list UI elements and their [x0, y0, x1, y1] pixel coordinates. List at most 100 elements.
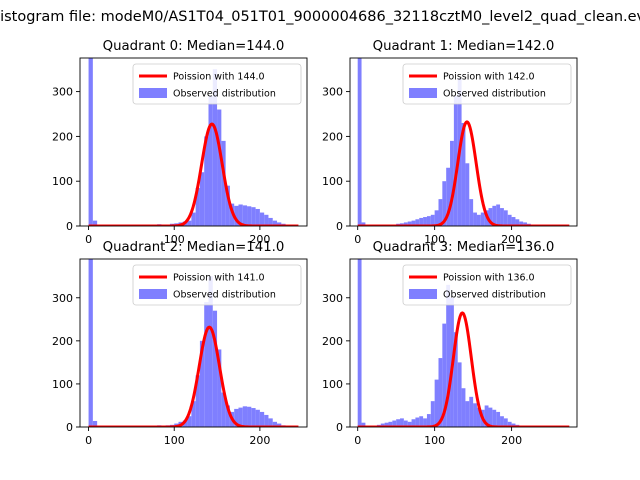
hist-bar — [426, 414, 431, 427]
hist-bar — [500, 208, 504, 226]
y-tick-label: 200 — [52, 335, 73, 348]
hist-bar — [411, 220, 416, 226]
hist-bar — [277, 222, 282, 226]
hist-bar — [361, 422, 366, 427]
hist-bar — [182, 420, 188, 427]
hist-bar — [238, 204, 243, 226]
hist-bar — [442, 181, 447, 226]
subplot-0: 0 100 200 0 100 200 300 Quadrant 0: Median=144.… — [52, 39, 308, 246]
hist-bar — [438, 199, 443, 226]
hist-bar — [434, 379, 439, 427]
hist-bar — [407, 221, 412, 226]
legend-hist-label: Observed distribution — [443, 89, 546, 100]
hist-bar — [199, 340, 205, 427]
hist-bar — [496, 204, 501, 226]
hist-bar — [446, 284, 451, 427]
poisson-line — [87, 325, 300, 427]
x-tick-label: 200 — [249, 434, 270, 447]
y-tick-label: 100 — [52, 378, 73, 391]
y-tick-label: 300 — [52, 292, 73, 305]
hist-bar — [461, 122, 466, 226]
legend-hist-swatch — [139, 88, 167, 98]
hist-bar — [430, 214, 435, 226]
hist-bar — [234, 205, 239, 226]
hist-bar — [419, 217, 424, 226]
hist-bar — [446, 167, 451, 226]
hist-bar — [238, 407, 243, 427]
x-tick-label: 0 — [354, 434, 361, 447]
hist-bar — [400, 418, 404, 427]
subplot-3: 0 100 200 0 100 200 300 Quadrant 3: Median=136.… — [322, 240, 578, 447]
hist-bar — [272, 421, 278, 427]
hist-bar — [503, 418, 508, 427]
hist-bar — [92, 420, 98, 427]
legend-hist-label: Observed distribution — [443, 290, 546, 301]
hist-bar — [411, 419, 416, 427]
x-tick-label: 100 — [164, 434, 185, 447]
y-tick-label: 200 — [52, 130, 73, 143]
hist-bar — [247, 406, 252, 427]
hist-bar — [388, 421, 393, 427]
x-tick-label: 200 — [501, 233, 522, 246]
hist-bar — [380, 423, 385, 427]
hist-bar — [492, 205, 497, 226]
hist-bar — [511, 423, 516, 427]
hist-bar — [268, 418, 273, 427]
hist-bar — [476, 407, 481, 427]
subplot-title: Quadrant 1: Median=142.0 — [373, 39, 555, 54]
hist-bar — [450, 140, 454, 226]
hist-bar — [199, 172, 205, 226]
hist-bar — [423, 418, 427, 427]
hist-bar — [392, 420, 397, 427]
subplot-title: Quadrant 2: Median=141.0 — [103, 240, 285, 255]
hist-bar — [396, 419, 401, 427]
figure-suptitle: Histogram file: modeM0/AS1T04_051T01_900… — [0, 9, 640, 25]
legend-line-label: Poission with 144.0 — [173, 72, 265, 83]
hist-bar — [469, 396, 474, 427]
hist-bar — [515, 219, 520, 226]
y-tick-label: 0 — [336, 421, 343, 434]
hist-bar — [473, 403, 477, 427]
hist-bar — [384, 422, 389, 427]
axes-frame — [79, 57, 308, 227]
y-tick-label: 100 — [322, 175, 343, 188]
hist-bar — [208, 276, 213, 427]
hist-bar — [251, 408, 256, 427]
hist-bar — [264, 214, 269, 226]
hist-bar — [357, 259, 362, 427]
x-tick-label: 200 — [249, 233, 270, 246]
plot-area-3 — [356, 259, 571, 427]
hist-bar — [187, 416, 192, 427]
hist-bar — [419, 416, 424, 427]
legend-line-label: Poission with 136.0 — [443, 273, 535, 284]
hist-bar — [251, 207, 256, 226]
y-tick-label: 0 — [66, 421, 73, 434]
hist-bar — [204, 302, 209, 427]
hist-bar — [484, 405, 489, 427]
hist-bar — [217, 109, 222, 226]
hist-bar — [507, 421, 512, 427]
hist-bar — [434, 210, 439, 226]
y-tick-label: 300 — [322, 292, 343, 305]
axes-frame — [349, 57, 578, 227]
subplot-title: Quadrant 3: Median=136.0 — [373, 240, 555, 255]
hist-bar — [407, 421, 412, 427]
hist-bar — [277, 423, 282, 427]
subplot-2: 0 100 200 0 100 200 300 Quadrant 2: Median=141.… — [52, 240, 308, 447]
hist-bar — [496, 411, 501, 427]
axes-frame — [79, 258, 308, 428]
hist-bar — [195, 375, 200, 427]
hist-bar — [264, 414, 269, 427]
legend-hist-swatch — [409, 289, 437, 299]
hist-bar — [430, 401, 435, 427]
hist-bar — [88, 259, 93, 427]
hist-bar — [492, 409, 497, 427]
legend-box — [132, 264, 302, 306]
hist-bar — [503, 210, 508, 226]
poisson-line — [356, 311, 571, 427]
hist-bar — [473, 212, 477, 226]
hist-bar — [242, 205, 248, 226]
hist-bar — [255, 208, 260, 226]
y-tick-label: 0 — [336, 220, 343, 233]
